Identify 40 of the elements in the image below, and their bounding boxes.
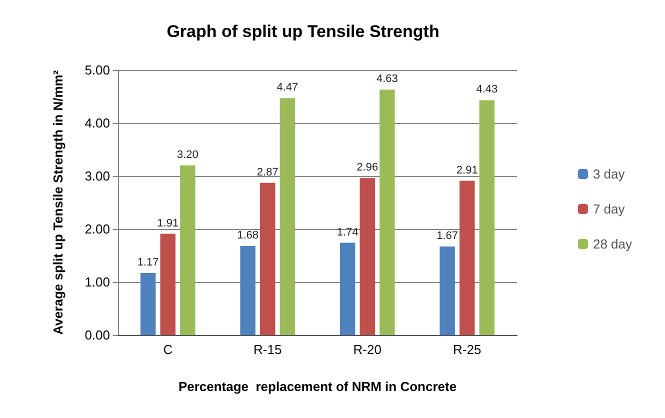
bar	[360, 178, 375, 335]
chart-title: Graph of split up Tensile Strength	[166, 22, 440, 41]
x-tick-label: R-20	[353, 342, 382, 357]
y-tick-label: 5.00	[84, 62, 110, 78]
y-tick-label: 3.00	[84, 168, 110, 184]
legend-label: 3 day	[592, 166, 626, 182]
data-label: 1.91	[157, 217, 179, 230]
data-label: 4.47	[276, 82, 298, 94]
x-tick-label: R-25	[453, 342, 482, 357]
bar	[479, 100, 495, 335]
y-tick-label: 2.00	[84, 222, 110, 236]
data-label: 1.68	[237, 229, 259, 242]
bar	[260, 182, 276, 335]
y-tick-label: 1.00	[84, 274, 110, 290]
bar	[280, 98, 296, 335]
data-label: 4.43	[476, 84, 498, 96]
bar	[160, 234, 176, 335]
bar	[240, 246, 256, 335]
data-label: 1.74	[336, 226, 358, 238]
x-axis-title: Percentage replacement of NRM in Concrete	[178, 379, 457, 394]
bar	[460, 180, 475, 335]
legend-label: 28 day	[592, 236, 632, 252]
data-label: 3.20	[176, 148, 198, 161]
bar	[440, 246, 455, 335]
data-label: 2.91	[456, 164, 478, 176]
x-tick-label: R-15	[254, 342, 282, 357]
bar	[180, 165, 196, 335]
y-axis-title: Average split up Tensile Strength in N/mm²	[50, 70, 66, 335]
bar	[380, 90, 395, 335]
data-label: 2.96	[356, 162, 378, 174]
y-tick-label: 0.00	[84, 328, 110, 342]
data-label: 4.63	[376, 73, 398, 86]
y-tick-label: 4.00	[84, 116, 110, 130]
legend-label: 7 day	[592, 202, 626, 216]
data-label: 1.67	[436, 230, 458, 242]
x-tick-label: C	[163, 342, 173, 357]
data-label: 1.17	[137, 256, 159, 268]
bar	[140, 272, 156, 335]
data-label: 2.87	[256, 166, 278, 178]
bar	[340, 242, 356, 335]
